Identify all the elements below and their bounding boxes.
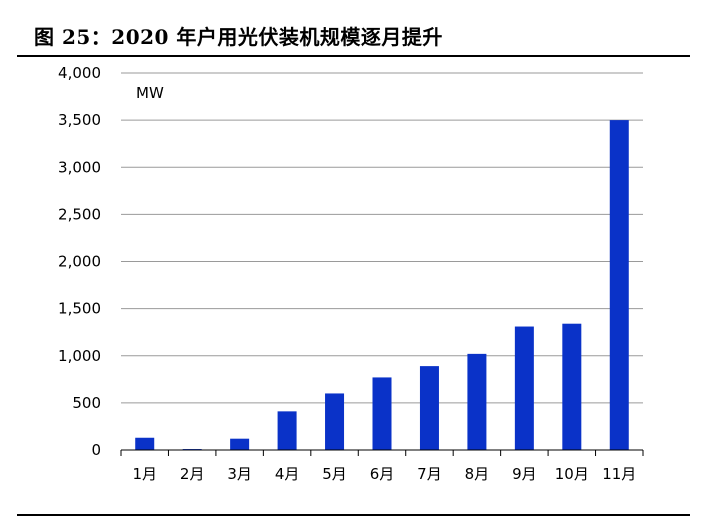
bar <box>467 353 487 450</box>
x-tick-labels: 1月 2月 3月 4月 5月 6月 7月 8月 9月 10月 11月 <box>132 465 636 483</box>
bar <box>230 438 250 450</box>
x-tick-label: 6月 <box>370 465 395 483</box>
x-tick-label: 4月 <box>275 465 300 483</box>
bar <box>609 120 629 450</box>
y-tick-label: 0 <box>91 441 101 459</box>
y-tick-label: 2,000 <box>58 253 101 271</box>
bar-chart: 05001,0001,5002,0002,5003,0003,5004,000 … <box>58 64 644 483</box>
unit-label: MW <box>136 84 164 102</box>
x-tick-label: 10月 <box>555 465 589 483</box>
y-tick-labels: 0 500 1,000 1,500 2,000 2,500 3,000 3,500 4,000 <box>58 64 101 459</box>
y-tick-label: 3,500 <box>58 111 101 129</box>
bar <box>135 437 155 450</box>
gridlines <box>121 72 643 404</box>
y-tick-label: 4,000 <box>58 64 101 82</box>
y-tick-label: 1,000 <box>58 347 101 365</box>
x-tick-label: 1月 <box>132 465 157 483</box>
bar <box>325 393 345 450</box>
x-tick-label: 8月 <box>465 465 490 483</box>
bar <box>277 411 297 450</box>
y-tick-label: 1,500 <box>58 300 101 318</box>
bar <box>514 326 534 450</box>
x-tick-label: 3月 <box>227 465 252 483</box>
x-tick-label: 11月 <box>602 465 636 483</box>
figure-title: 图 25：2020 年户用光伏装机规模逐月提升 <box>34 25 443 49</box>
bar <box>419 366 439 450</box>
bars <box>135 120 629 450</box>
y-tick-label: 2,500 <box>58 205 101 223</box>
x-tick-label: 7月 <box>417 465 442 483</box>
x-tick-label: 9月 <box>512 465 537 483</box>
y-tick-label: 500 <box>72 394 101 412</box>
top-rule <box>17 55 690 57</box>
y-tick-label: 3,000 <box>58 158 101 176</box>
axes <box>120 449 644 456</box>
x-tick-label: 2月 <box>180 465 205 483</box>
bar <box>372 377 392 450</box>
figure-header: 图 25：2020 年户用光伏装机规模逐月提升 <box>0 0 709 57</box>
chart-container: 0 500 1,000 1,500 2,000 2,500 3,000 3,500 4,000 … <box>0 57 709 512</box>
bottom-rule <box>17 514 690 516</box>
bar <box>562 323 582 450</box>
x-tick-label: 5月 <box>322 465 347 483</box>
